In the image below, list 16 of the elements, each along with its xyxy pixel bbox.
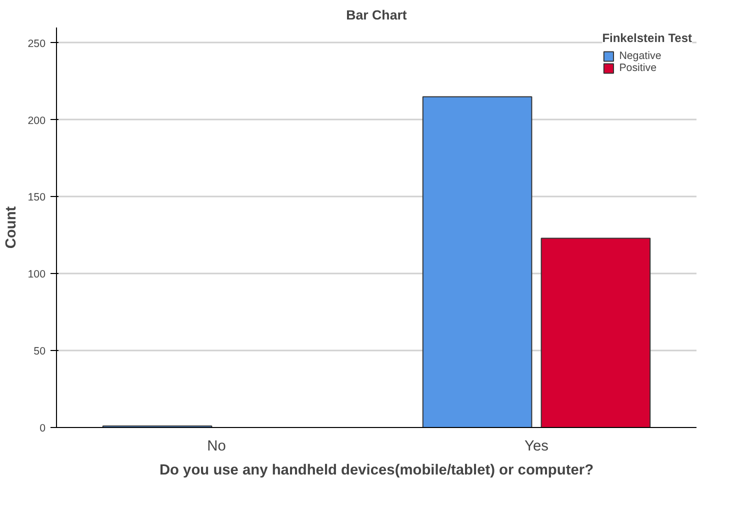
x-tick-label: No [207, 438, 226, 454]
bar [422, 96, 532, 428]
bar [540, 238, 651, 428]
y-tick-label: 200 [28, 114, 46, 127]
x-tick-label: Yes [524, 438, 548, 454]
y-tick-label: 150 [28, 192, 46, 204]
legend-label: Negative [619, 50, 662, 62]
y-axis-title: Count [4, 206, 20, 249]
y-tick-label: 0 [40, 422, 46, 434]
legend-title: Finkelstein Test [602, 31, 692, 45]
y-tick-label: 100 [28, 268, 46, 281]
y-tick-label: 50 [34, 346, 46, 358]
chart-title: Bar Chart [346, 8, 408, 22]
y-tick-label: 250 [28, 38, 46, 50]
x-axis-title: Do you use any handheld devices(mobile/tablet) or computer? [159, 462, 594, 478]
legend-label: Positive [619, 62, 656, 74]
